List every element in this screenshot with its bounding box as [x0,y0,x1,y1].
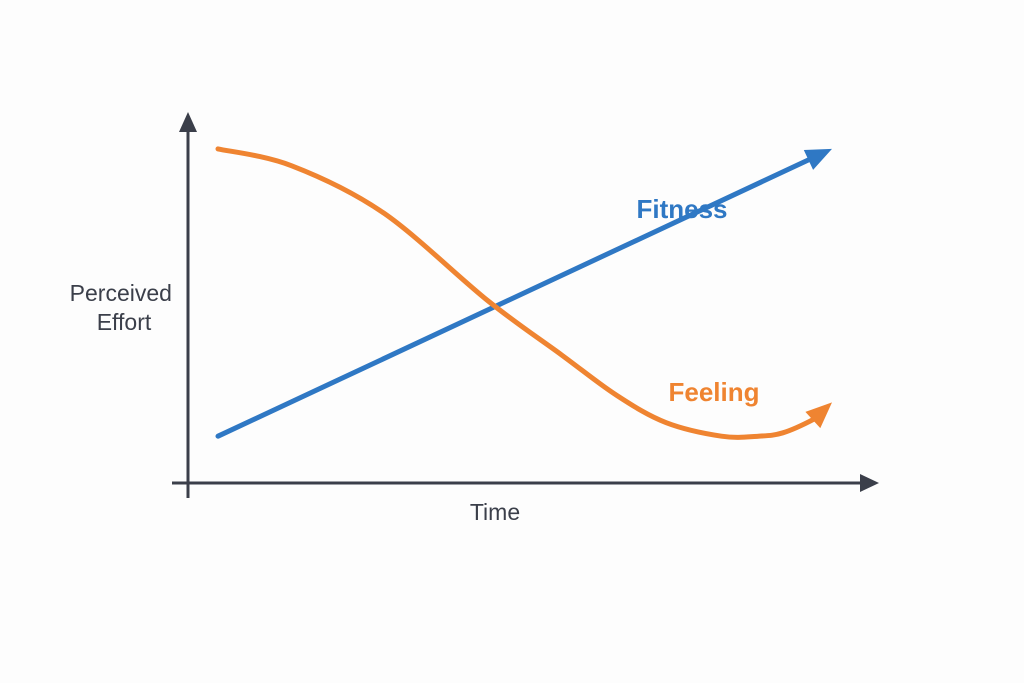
feeling-point [756,434,760,438]
fitness-point [830,147,834,151]
y-axis-arrowhead-icon [179,112,197,132]
y-axis-label-line-2: Effort [97,309,152,335]
feeling-point [290,164,294,168]
y-axis-label: Perceived Effort [70,280,179,335]
feeling-point [830,400,834,404]
feeling-point [216,147,220,151]
feeling-series-label: Feeling [668,377,759,407]
fitness-point [216,434,220,438]
x-axis-arrowhead-icon [860,474,879,492]
feeling-point [560,353,564,357]
fitness-arrowhead-icon [803,148,832,170]
feeling-point [781,431,785,435]
feeling-point [720,434,724,438]
feeling-point [664,421,668,425]
feeling-point [615,394,619,398]
fitness-series-label: Fitness [636,194,727,224]
fitness-line [215,153,821,439]
feeling-line [215,146,823,440]
feeling-point [812,417,816,421]
series-layer [215,146,834,440]
feeling-point [486,299,490,303]
feeling-arrowhead-icon [805,402,832,429]
y-axis-label-line-1: Perceived [70,280,172,306]
x-axis-label: Time [470,499,520,525]
feeling-point [382,211,386,215]
